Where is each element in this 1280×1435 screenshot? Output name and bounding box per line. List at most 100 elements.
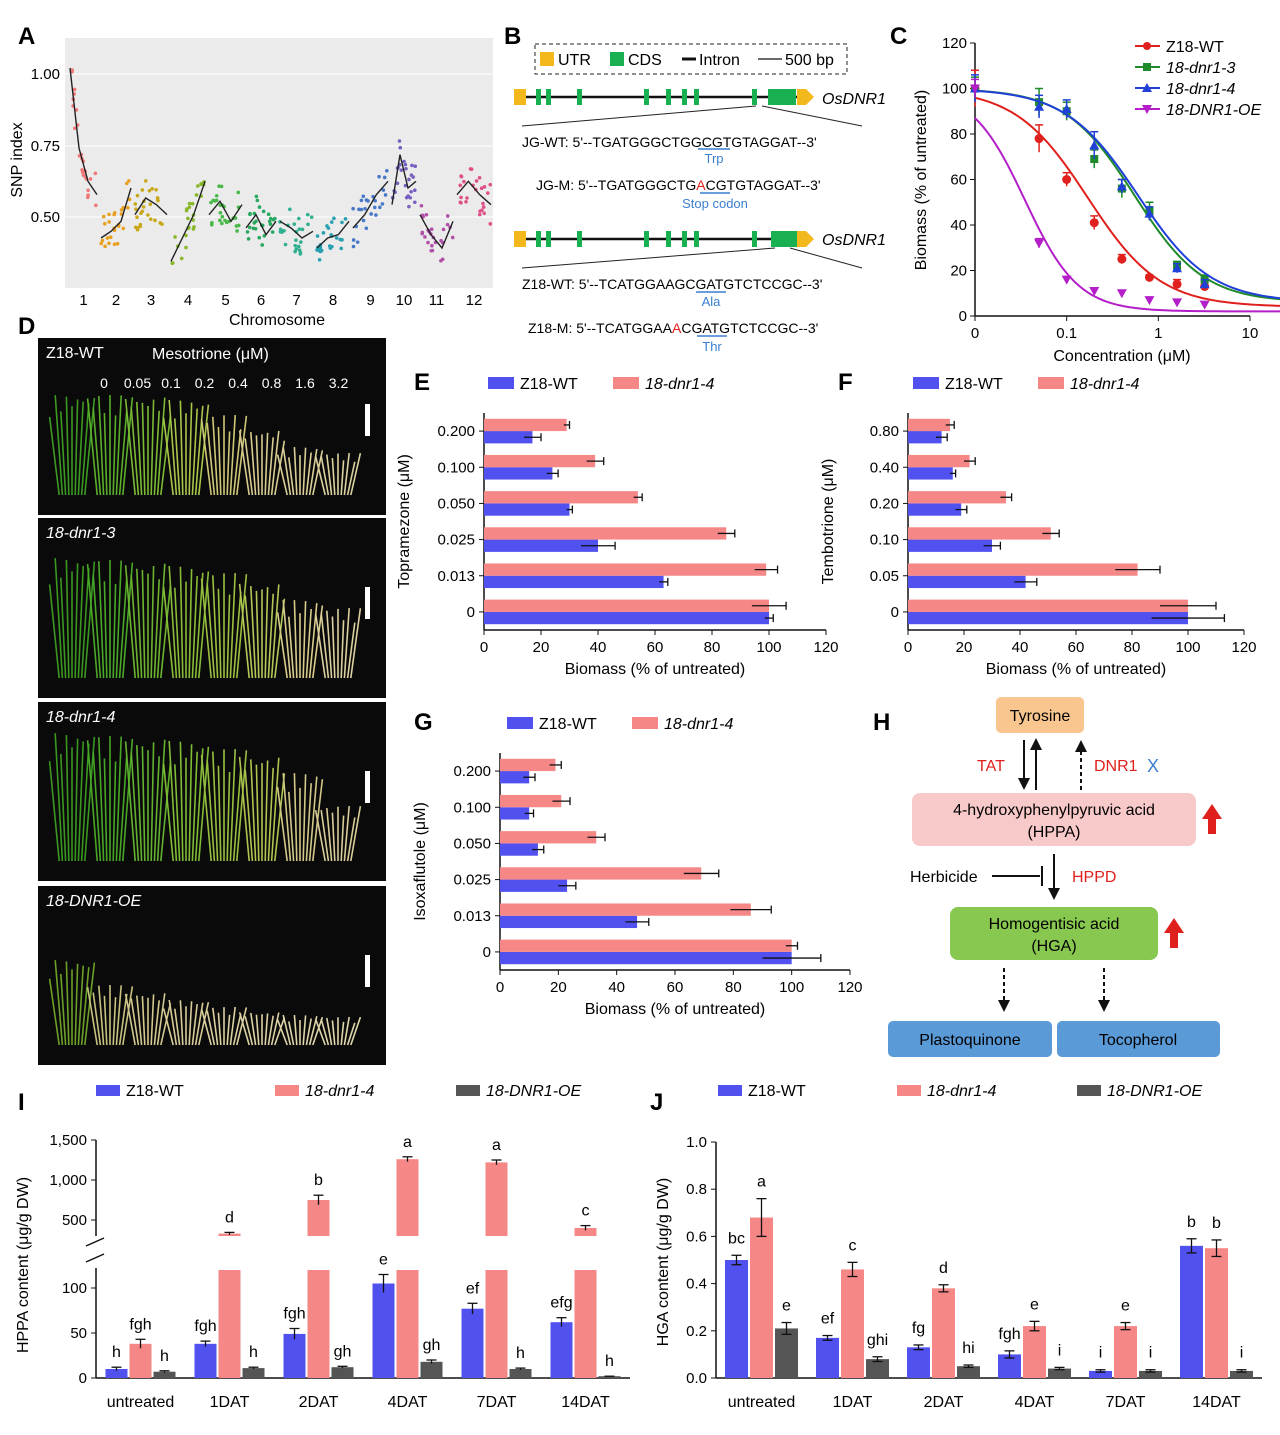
bar (331, 1367, 354, 1378)
snp-dot (374, 213, 378, 217)
snp-dot (408, 195, 413, 200)
seedling-leaf (153, 1000, 160, 1046)
seedling-leaf (267, 593, 274, 679)
seedling-leaf (122, 397, 134, 496)
seedling-leaf (168, 399, 178, 496)
seedling-leaf (136, 568, 143, 679)
seedling-leaf (80, 568, 90, 679)
cds-block (546, 89, 551, 105)
panel-label-e: E (414, 369, 430, 396)
seedling-leaf (270, 757, 280, 862)
data-point (970, 84, 980, 94)
seedling-leaf (103, 995, 108, 1046)
seedling-leaf (130, 751, 140, 862)
seedling-leaf (48, 584, 60, 679)
snp-dot (105, 236, 110, 240)
snp-dot (149, 217, 153, 221)
seedling-leaf (238, 1012, 250, 1046)
cds-block (752, 89, 757, 105)
seedling-leaf (346, 622, 356, 679)
dnr1-label: DNR1 (1094, 758, 1138, 775)
blocked-x-label: X (1147, 756, 1159, 776)
ytick: 500 (62, 1212, 87, 1229)
hppa-box (912, 793, 1196, 846)
snp-dot (251, 226, 256, 231)
up-arrow-icon-head (1202, 804, 1222, 819)
z18-m-aa: Thr (702, 339, 722, 354)
panel-b-legend-box (534, 43, 848, 75)
snp-dot (246, 237, 251, 241)
seedling-leaf (191, 408, 198, 496)
bar-upper-part (574, 1228, 597, 1236)
snp-dot (236, 223, 241, 228)
cds-block (694, 89, 699, 105)
data-point (1117, 254, 1127, 264)
legend-swatch (718, 1085, 742, 1096)
snp-dot (407, 177, 411, 182)
snp-dot (297, 227, 302, 231)
snp-dot (477, 212, 482, 217)
seedling-leaf (77, 565, 84, 679)
bar-dnr1-4 (908, 599, 1188, 612)
bar (750, 1217, 773, 1378)
snp-dot (412, 200, 417, 205)
seedling-leaf (232, 1013, 242, 1046)
snp-dot (380, 202, 385, 206)
xtick: 120 (1231, 639, 1256, 656)
snp-dot (127, 179, 131, 183)
snp-dot (179, 256, 184, 261)
seedling-leaf (103, 758, 108, 862)
seedling-leaf (115, 395, 122, 496)
snp-dot (294, 238, 298, 242)
panel-h-pathway: Tyrosine TAT DNR1 X 4-hydroxyphenylpyruv… (888, 697, 1222, 1057)
seedling-leaf (314, 613, 326, 679)
bar-wt (500, 843, 538, 856)
seedling-leaf (54, 558, 64, 679)
legend-swatch (507, 717, 533, 729)
snp-dot (364, 198, 369, 202)
seedling-leaf (244, 438, 254, 496)
seedling-leaf (217, 426, 222, 496)
snp-dot (86, 188, 90, 193)
seedling-leaf (264, 587, 269, 679)
snp-dot (80, 170, 85, 175)
xtick: 7DAT (477, 1394, 517, 1411)
seedling-leaf (274, 598, 286, 679)
seedling-leaf (276, 786, 288, 862)
xtick: 60 (647, 639, 664, 656)
seedling-leaf (130, 574, 140, 679)
photo-row-label: 18-DNR1-OE (46, 893, 141, 910)
legend-swatch (96, 1085, 120, 1096)
bar (957, 1366, 980, 1378)
snp-dot (127, 197, 132, 202)
bar-wt (500, 879, 568, 892)
snp-dot (88, 177, 93, 181)
seedling-leaf (174, 764, 181, 862)
seedling-leaf (112, 761, 117, 862)
ytick: 1,000 (49, 1172, 87, 1189)
tat-label: TAT (977, 758, 1005, 775)
snp-dot (102, 221, 107, 226)
seedling-leaf (326, 808, 333, 862)
snp-dot (340, 220, 344, 225)
significance-letter: h (249, 1344, 258, 1361)
bar (775, 1328, 798, 1378)
significance-letter: e (1030, 1296, 1039, 1313)
xtick: 4DAT (388, 1394, 428, 1411)
seedling-leaf (168, 999, 178, 1046)
snp-dot (254, 219, 258, 224)
bar-wt (484, 431, 533, 444)
panel-label-j: J (650, 1089, 663, 1116)
seedling-leaf (320, 613, 330, 679)
panel-label-c: C (890, 23, 907, 50)
seedling-leaf (92, 992, 102, 1046)
snp-dot (439, 258, 443, 263)
photo-row-label: 18-dnr1-3 (46, 525, 115, 542)
snp-dot (293, 243, 298, 248)
panel-c-ytick: 80 (950, 126, 967, 143)
significance-letter: efg (550, 1295, 572, 1312)
seedling-leaf (346, 461, 356, 496)
xtick: 120 (837, 979, 862, 996)
data-point (1172, 279, 1182, 289)
significance-letter: d (939, 1260, 948, 1277)
